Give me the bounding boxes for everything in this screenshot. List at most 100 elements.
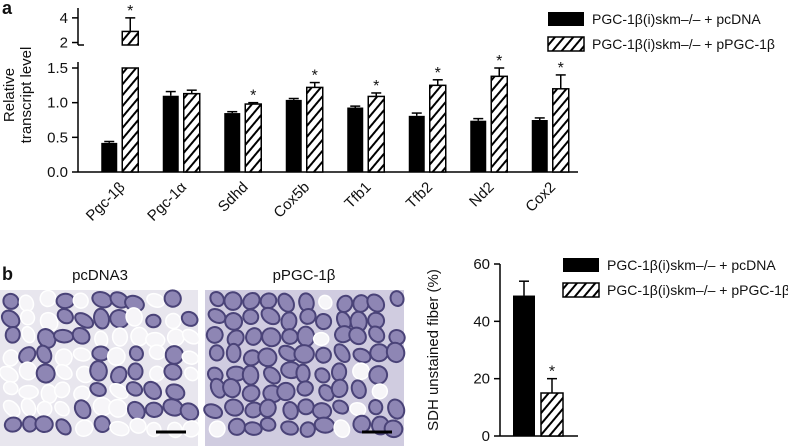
cell — [282, 401, 299, 421]
cell — [2, 380, 19, 396]
y-tick-label: 4 — [60, 10, 68, 27]
bar — [162, 95, 179, 172]
cell — [243, 421, 263, 436]
x-tick-label: Sdhd — [215, 179, 252, 216]
cell — [222, 377, 242, 399]
cell — [299, 421, 316, 438]
cell — [163, 289, 182, 308]
cell — [299, 307, 317, 325]
cell — [163, 363, 183, 381]
cell — [227, 417, 246, 436]
cell — [261, 327, 282, 348]
cell — [385, 341, 406, 364]
cell — [318, 294, 333, 310]
cell — [314, 367, 331, 384]
cell — [34, 415, 54, 434]
bar — [540, 392, 564, 437]
cell — [18, 361, 38, 381]
cell — [36, 400, 53, 417]
cell — [2, 349, 20, 367]
x-tick-label: Nd2 — [466, 179, 497, 210]
y-tick-label: 40 — [473, 313, 490, 330]
cell — [89, 381, 107, 397]
cell — [333, 419, 351, 439]
cell — [206, 366, 224, 383]
cell — [73, 399, 92, 420]
cell — [350, 379, 367, 400]
legend-swatch — [562, 282, 600, 298]
x-tick-label: Pgc-1α — [144, 179, 190, 225]
bar — [490, 75, 508, 173]
cell — [242, 291, 261, 311]
cell — [241, 364, 260, 386]
cell — [209, 290, 225, 308]
panel-label: a — [2, 0, 13, 18]
cell — [72, 292, 89, 309]
cell — [224, 398, 245, 417]
cell — [73, 385, 91, 402]
cell — [75, 365, 95, 384]
cell — [333, 343, 351, 364]
cell — [181, 350, 200, 365]
cell — [55, 292, 76, 310]
cell — [109, 383, 129, 400]
cell — [315, 346, 332, 364]
cell — [257, 347, 278, 368]
y-tick-label: 60 — [473, 256, 490, 273]
significance: * — [312, 68, 318, 85]
y-tick-label: 0.5 — [47, 129, 68, 146]
significance: * — [496, 53, 502, 70]
cell — [205, 326, 224, 344]
cell — [127, 362, 144, 381]
y-tick-label: 20 — [473, 371, 490, 388]
y-tick-label: 1.5 — [47, 60, 68, 77]
cell — [39, 289, 57, 308]
cell — [110, 365, 128, 385]
cell — [366, 293, 386, 313]
cell — [21, 325, 36, 344]
cell — [148, 344, 166, 361]
cell — [181, 328, 201, 345]
x-tick-label: Tfb2 — [403, 179, 436, 212]
y-axis-label: transcript level — [18, 47, 35, 144]
y-tick-label: 2 — [60, 35, 68, 52]
y-axis-label: SDH unstained fiber (%) — [425, 269, 442, 431]
legend-label: PGC-1β(i)skm–/– + pcDNA — [592, 11, 761, 27]
cell — [20, 397, 37, 417]
cell — [260, 306, 281, 326]
cell — [371, 383, 389, 400]
bar — [367, 95, 385, 173]
y-tick-label: 0 — [482, 428, 490, 445]
legend-swatch — [547, 36, 585, 52]
cell — [259, 416, 277, 432]
cell — [0, 309, 21, 329]
cell — [39, 311, 59, 332]
bar — [121, 67, 139, 173]
cell — [312, 331, 330, 347]
cell — [241, 384, 261, 403]
cell — [3, 416, 23, 433]
legend-swatch — [548, 12, 584, 26]
cell — [129, 417, 147, 434]
cell — [203, 403, 224, 420]
significance: * — [250, 88, 256, 105]
cell — [19, 309, 36, 326]
cell — [106, 346, 126, 366]
cell — [125, 381, 144, 397]
cell — [277, 292, 295, 313]
cell — [55, 418, 72, 436]
cell — [75, 419, 94, 438]
cell — [258, 398, 277, 418]
cell — [146, 292, 166, 308]
cell — [280, 420, 300, 436]
cell — [225, 342, 242, 364]
bar — [531, 120, 548, 172]
cell — [352, 414, 372, 434]
bar — [347, 107, 364, 172]
cell — [352, 362, 370, 381]
cell — [368, 398, 384, 416]
cell — [18, 346, 37, 365]
cell — [387, 398, 406, 420]
cell — [295, 363, 311, 384]
bar — [101, 142, 118, 172]
